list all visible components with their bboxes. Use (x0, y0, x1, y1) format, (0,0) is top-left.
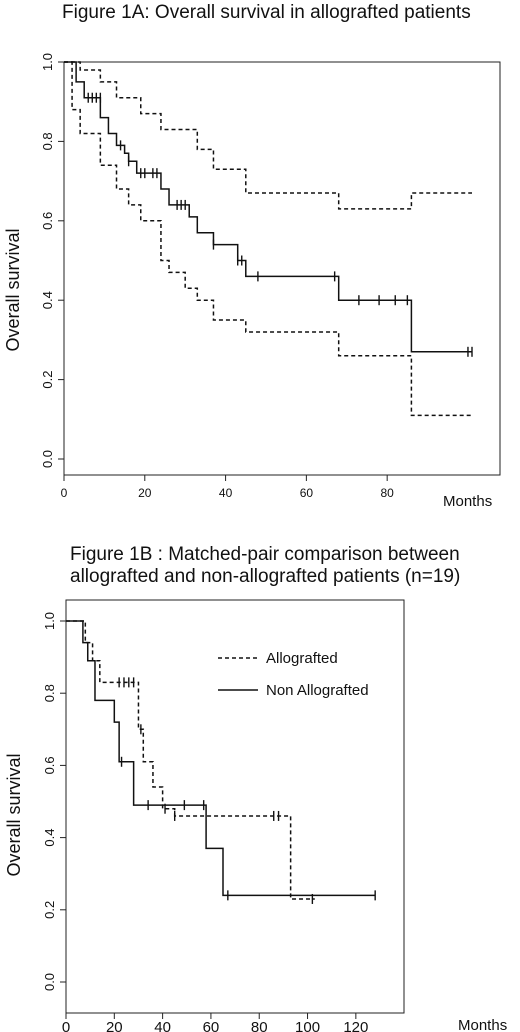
x-tick-label: 100 (295, 1019, 320, 1032)
legend-label-non-allografted: Non Allografted (266, 682, 369, 699)
figure-1b-title-line1: Figure 1B : Matched-pair comparison betw… (70, 544, 460, 565)
survival-curve-0-1 (64, 61, 472, 210)
y-tick-label: 0.8 (42, 684, 57, 702)
y-tick-label: 0.2 (42, 901, 57, 919)
y-tick-label: 0.6 (40, 212, 55, 230)
y-axis-label: Overall survival (4, 753, 24, 876)
figure-1a-chart: 0.0 0.2 0.4 0.6 0.8 1.0 0 20 40 60 80 Overall sur… (3, 53, 501, 510)
x-tick-label: 60 (300, 486, 314, 500)
figure-1b-title: Figure 1B : Matched-pair comparison betw… (70, 544, 518, 588)
survival-curve-0-0 (64, 61, 472, 353)
y-tick-label: 0.0 (40, 450, 55, 468)
x-axis-label: Months (443, 493, 492, 510)
x-tick-label: 0 (62, 1019, 70, 1032)
y-tick-label: 0.6 (42, 756, 57, 774)
figure-1a-title: Figure 1A: Overall survival in allograft… (62, 2, 471, 23)
survival-curve-1-1 (66, 620, 376, 897)
x-axis-label: Months (458, 1017, 507, 1032)
y-tick-label: 1.0 (40, 53, 55, 71)
x-tick-label: 20 (106, 1019, 123, 1032)
x-tick-label: 120 (343, 1019, 368, 1032)
plot-frame (65, 599, 405, 1014)
y-tick-label: 0.0 (42, 973, 57, 991)
x-tick-label: 40 (154, 1019, 171, 1032)
y-axis-label: Overall survival (3, 228, 23, 351)
y-tick-label: 0.4 (40, 291, 55, 309)
y-tick-label: 0.2 (40, 371, 55, 389)
plot-frame (63, 61, 501, 476)
y-tick-label: 1.0 (42, 612, 57, 630)
y-tick-label: 0.8 (40, 132, 55, 150)
legend: Allografted Non Allografted (218, 650, 369, 699)
x-tick-label: 40 (219, 486, 233, 500)
x-tick-label: 80 (380, 486, 394, 500)
x-tick-label: 60 (203, 1019, 220, 1032)
x-tick-label: 80 (251, 1019, 268, 1032)
y-tick-label: 0.4 (42, 829, 57, 847)
figure-1b-title-line2: allografted and non-allografted patients… (70, 566, 461, 587)
legend-label-allografted: Allografted (266, 650, 338, 667)
x-tick-label: 0 (61, 486, 68, 500)
x-tick-label: 20 (138, 486, 152, 500)
